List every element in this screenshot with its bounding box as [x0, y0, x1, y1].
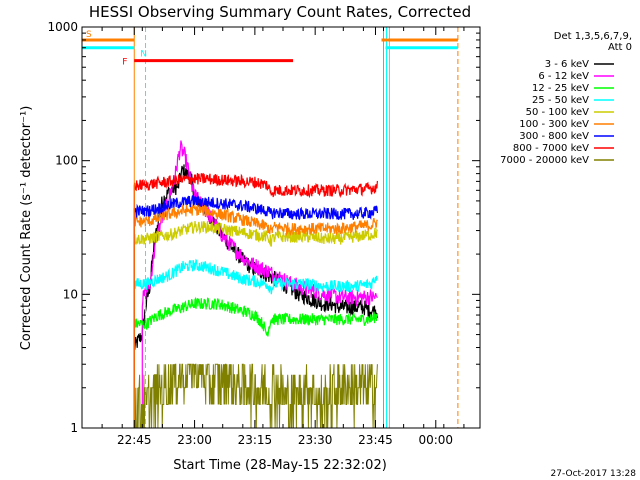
series-line-100-300-kev: [133, 203, 378, 428]
legend-title: Det 1,3,5,6,7,9,: [554, 31, 632, 42]
flag-label-n: N: [140, 50, 147, 60]
series-line-800-7000-kev: [133, 172, 378, 428]
series-line-12-25-kev: [133, 296, 378, 428]
x-tick-label: 23:30: [298, 433, 333, 447]
footer-date: 27-Oct-2017 13:28: [551, 469, 637, 479]
legend-label: 7000 - 20000 keV: [500, 155, 589, 166]
series-line-300-800-kev: [133, 195, 378, 428]
legend-label: 100 - 300 keV: [519, 119, 589, 130]
legend-label: 300 - 800 keV: [519, 131, 589, 142]
series-line-6-12-kev: [141, 140, 378, 428]
x-tick-label: 23:45: [358, 433, 393, 447]
series-line-25-50-kev: [133, 258, 378, 428]
flag-label-f: F: [122, 58, 127, 68]
y-axis-label: Corrected Count Rate (s⁻¹ detector⁻¹): [19, 106, 34, 351]
y-tick-label: 10: [63, 287, 78, 301]
y-tick-label: 100: [55, 154, 78, 168]
x-axis-label: Start Time (28-May-15 22:32:02): [173, 458, 387, 473]
x-tick-label: 23:15: [238, 433, 273, 447]
legend-label: 12 - 25 keV: [532, 83, 589, 94]
x-tick-label: 22:45: [117, 433, 152, 447]
x-tick-label: 00:00: [418, 433, 453, 447]
series-line-50-100-kev: [133, 220, 378, 428]
y-tick-label: 1000: [47, 20, 78, 34]
legend-label: 25 - 50 keV: [532, 95, 589, 106]
flag-label-s: S: [86, 30, 92, 40]
legend-label: 6 - 12 keV: [538, 71, 589, 82]
x-tick-label: 23:00: [177, 433, 212, 447]
legend-title: Att 0: [608, 42, 632, 53]
plot-frame: [81, 26, 481, 429]
axes: 1 10 100 1000 22:45 23:00 23:15 23:30 23:45 00:00: [47, 20, 481, 447]
legend-label: 50 - 100 keV: [526, 107, 590, 118]
y-tick-label: 1: [70, 421, 78, 435]
chart-title: HESSI Observing Summary Count Rates, Cor…: [89, 3, 471, 21]
legend-label: 800 - 7000 keV: [513, 143, 589, 154]
legend-label: 3 - 6 keV: [545, 59, 589, 70]
